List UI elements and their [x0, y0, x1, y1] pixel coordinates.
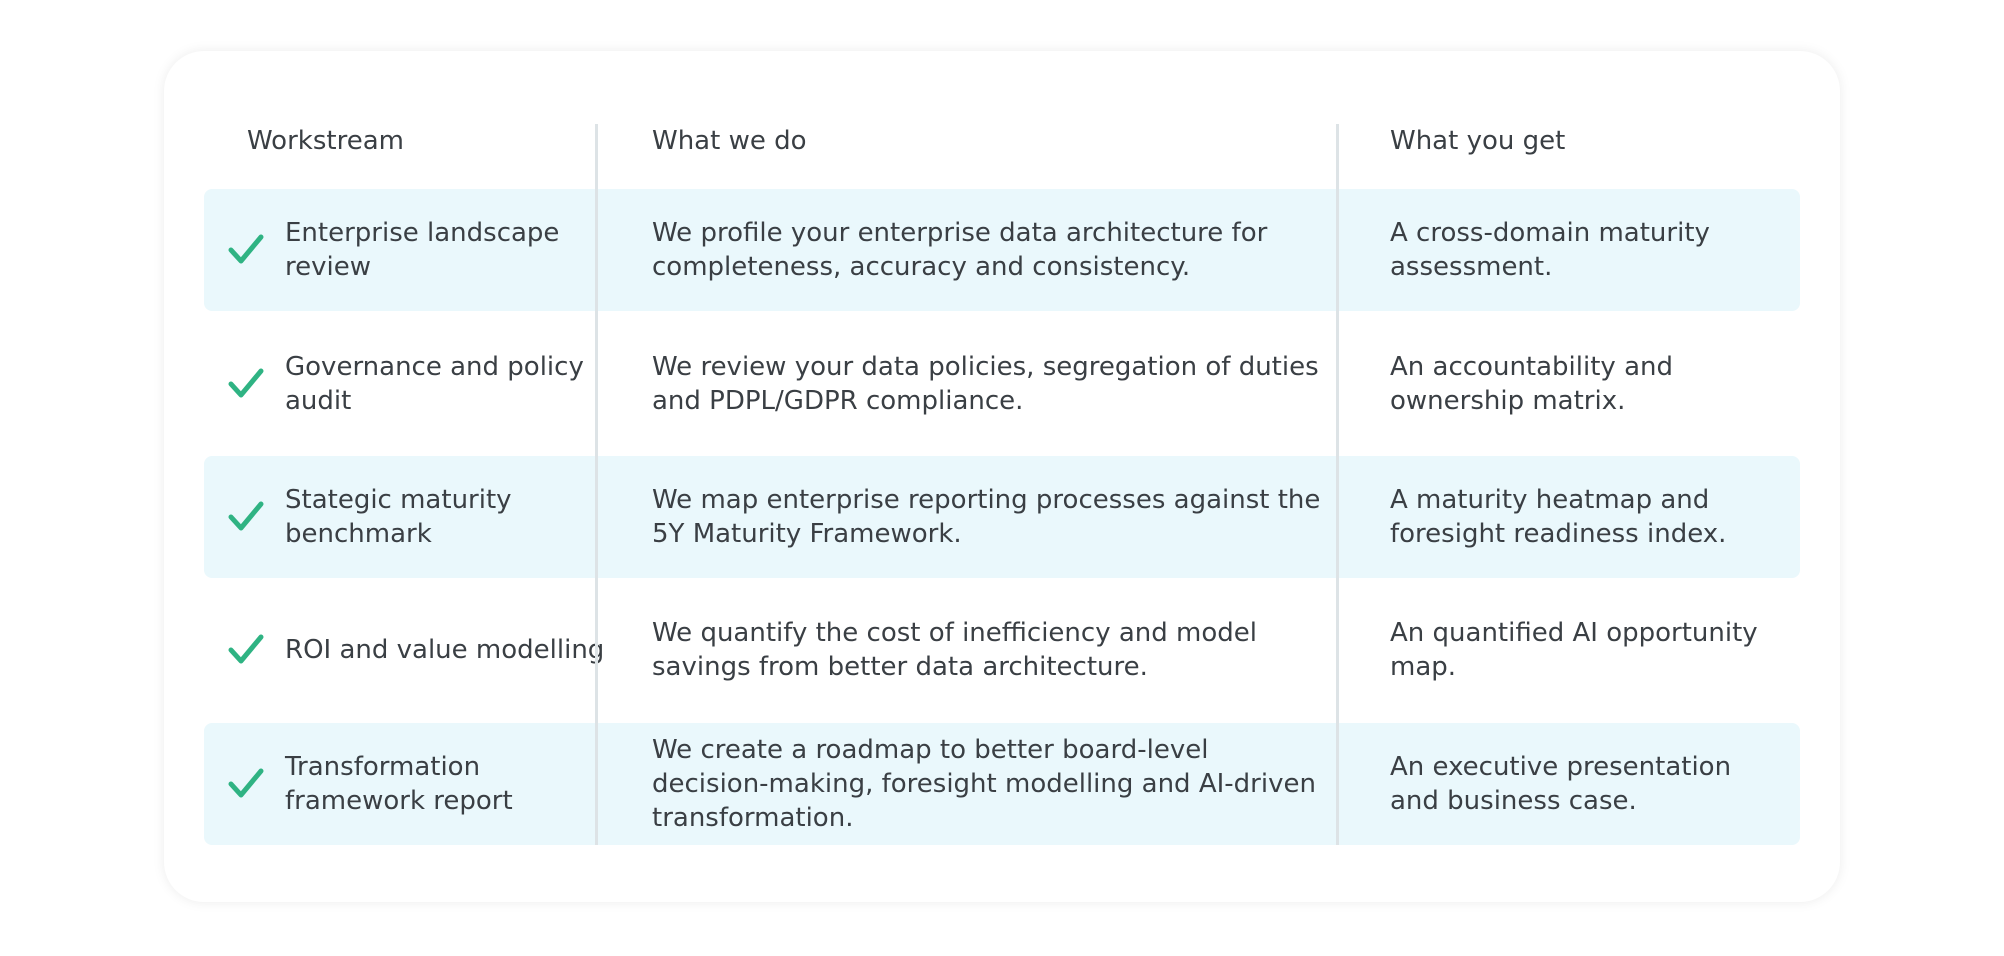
what-we-do: We quantify the cost of inefficiency and…: [652, 618, 1257, 682]
column-header: What you get: [1390, 126, 1566, 156]
table-row: Governance and policy audit We review you…: [204, 323, 1800, 445]
workstream: Stategic maturity benchmark: [285, 485, 512, 549]
check-icon: [228, 234, 264, 264]
table-row: Enterprise landscape review We profile yo…: [204, 189, 1800, 311]
check-icon: [228, 634, 264, 664]
what-you-get: A maturity heatmap and foresight readine…: [1390, 485, 1727, 549]
table-row: ROI and value modelling We quantify the c…: [204, 589, 1800, 711]
column-divider: [595, 124, 598, 845]
workstream: ROI and value modelling: [285, 635, 605, 665]
what-we-do: We profile your enterprise data architec…: [652, 218, 1268, 282]
check-icon: [228, 768, 264, 798]
column-header: Workstream: [247, 126, 404, 156]
workstream: Governance and policy audit: [285, 352, 584, 416]
what-you-get: An accountability and ownership matrix.: [1390, 352, 1673, 416]
check-icon: [228, 501, 264, 531]
what-we-do: We create a roadmap to better board-leve…: [652, 735, 1316, 833]
check-icon: [228, 368, 264, 398]
column-header: What we do: [652, 126, 807, 156]
what-you-get: An executive presentation and business c…: [1390, 752, 1732, 816]
comparison-card: Workstream What we do What you get Enter…: [164, 51, 1840, 902]
workstream: Transformation framework report: [285, 752, 513, 816]
table-row: Transformation framework report We create…: [204, 723, 1800, 845]
what-you-get: A cross-domain maturity assessment.: [1390, 218, 1710, 282]
table-row: Stategic maturity benchmark We map enterp…: [204, 456, 1800, 578]
column-divider: [1336, 124, 1339, 845]
what-we-do: We map enterprise reporting processes ag…: [652, 485, 1321, 549]
workstream: Enterprise landscape review: [285, 218, 560, 282]
what-you-get: An quantified AI opportunity map.: [1390, 618, 1758, 682]
what-we-do: We review your data policies, segregatio…: [652, 352, 1319, 416]
